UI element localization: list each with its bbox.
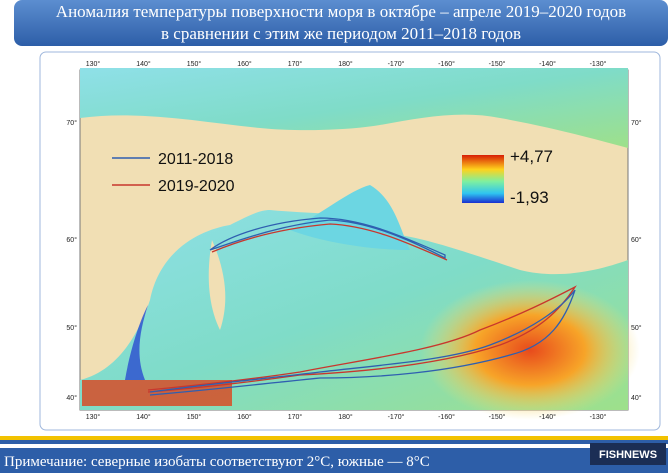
lon-label: 140° bbox=[136, 413, 151, 421]
lon-label: 180° bbox=[338, 60, 353, 68]
lon-label: -150° bbox=[489, 413, 506, 421]
lon-label: 150° bbox=[187, 413, 202, 421]
lon-label: 160° bbox=[237, 413, 252, 421]
panel bbox=[39, 51, 661, 431]
lon-label: -170° bbox=[388, 413, 405, 421]
legend-label: 2019-2020 bbox=[158, 178, 235, 195]
lon-label: 140° bbox=[136, 60, 151, 68]
title-line: в сравнении с этим же периодом 2011–2018… bbox=[161, 24, 521, 43]
lat-label: 70° bbox=[66, 119, 77, 127]
lon-label: 170° bbox=[288, 413, 303, 421]
colorbar bbox=[462, 155, 504, 203]
lon-label: 150° bbox=[187, 60, 202, 68]
lon-label: 130° bbox=[86, 413, 101, 421]
lon-label: -160° bbox=[438, 413, 455, 421]
lat-label: 60° bbox=[66, 236, 77, 244]
lat-label: 40° bbox=[66, 394, 77, 402]
lon-label: 160° bbox=[237, 60, 252, 68]
lon-label: -140° bbox=[539, 413, 556, 421]
lat-label: 50° bbox=[66, 324, 77, 332]
lon-label: -170° bbox=[388, 60, 405, 68]
logo: FISHNEWS bbox=[599, 449, 657, 461]
colorbar-max: +4,77 bbox=[510, 147, 553, 166]
logo-box bbox=[590, 443, 666, 465]
lon-label: -160° bbox=[438, 60, 455, 68]
lon-label: -130° bbox=[590, 413, 607, 421]
lon-label: -150° bbox=[489, 60, 506, 68]
lat-label: 40° bbox=[631, 394, 642, 402]
note: Примечание: северные изобаты соответству… bbox=[4, 454, 430, 470]
lat-label: 60° bbox=[631, 236, 642, 244]
lon-label: -140° bbox=[539, 60, 556, 68]
lat-label: 50° bbox=[631, 324, 642, 332]
map bbox=[79, 68, 640, 420]
colorbar-min: -1,93 bbox=[510, 188, 549, 207]
title-line: Аномалия температуры поверхности моря в … bbox=[56, 2, 626, 21]
legend-label: 2011-2018 bbox=[158, 151, 233, 168]
header bbox=[14, 0, 668, 46]
lon-label: -130° bbox=[590, 60, 607, 68]
lon-label: 170° bbox=[288, 60, 303, 68]
lat-label: 70° bbox=[631, 119, 642, 127]
lon-label: 180° bbox=[338, 413, 353, 421]
footer bbox=[0, 448, 668, 473]
lon-label: 130° bbox=[86, 60, 101, 68]
